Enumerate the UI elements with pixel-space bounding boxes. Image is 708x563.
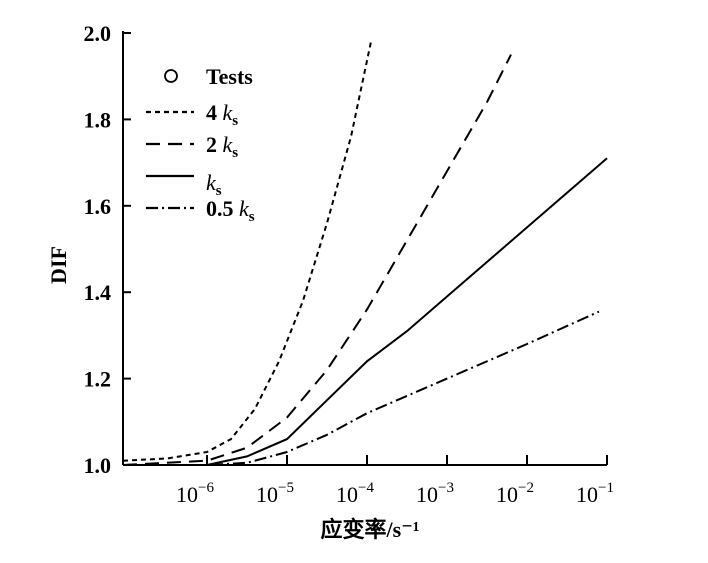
y-tick-label: 1.8	[84, 107, 112, 132]
x-tick-exponent: −2	[518, 480, 534, 496]
legend-num: 0.5	[206, 196, 239, 221]
x-tick-label: 10−3	[416, 480, 454, 507]
series-line-0	[122, 41, 372, 462]
legend-num: 2	[206, 132, 223, 157]
legend-tests-marker	[164, 69, 178, 83]
legend-k: k	[206, 170, 217, 195]
axes: 1.01.21.41.61.82.010−6 10−5 10−4 10−3 10−2 10…	[84, 21, 614, 507]
legend-num: 4	[206, 100, 223, 125]
series-line-3	[123, 310, 600, 466]
y-tick-label: 1.6	[84, 194, 112, 219]
y-axis-label: DIF	[46, 246, 71, 284]
y-tick-label: 1.4	[84, 280, 112, 305]
legend-sub: s	[216, 183, 222, 199]
x-tick-base: 10	[416, 482, 438, 507]
x-tick-base: 10	[256, 482, 278, 507]
legend-sub: s	[232, 113, 238, 129]
legend-k: k	[239, 196, 250, 221]
x-tick-exponent: −4	[358, 480, 374, 496]
y-tick-label: 2.0	[84, 21, 112, 46]
x-tick-label: 10−4	[336, 480, 374, 507]
x-tick-base: 10	[176, 482, 198, 507]
x-tick-base: 10	[576, 482, 598, 507]
legend-label-2: ks	[206, 170, 222, 199]
legend-sub: s	[249, 209, 255, 225]
x-axis-label: 应变率/s⁻¹	[321, 517, 420, 542]
x-tick-label: 10−1	[576, 480, 614, 507]
legend-k: k	[223, 132, 234, 157]
series-line-2	[123, 157, 608, 466]
legend-label-0: 4 ks	[206, 100, 238, 129]
x-tick-label: 10−2	[496, 480, 534, 507]
x-tick-exponent: −1	[598, 480, 614, 496]
x-tick-label: 10−5	[256, 480, 294, 507]
series-lines	[122, 41, 608, 466]
legend-label-1: 2 ks	[206, 132, 238, 161]
x-tick-label: 10−6	[176, 480, 214, 507]
x-tick-base: 10	[336, 482, 358, 507]
x-tick-exponent: −3	[438, 480, 454, 496]
y-tick-label: 1.2	[84, 367, 112, 392]
x-tick-exponent: −6	[198, 480, 214, 496]
legend-label-3: 0.5 ks	[206, 196, 255, 225]
x-tick-base: 10	[496, 482, 518, 507]
series-line-1	[122, 54, 512, 466]
y-tick-label: 1.0	[84, 453, 112, 478]
legend-k: k	[223, 100, 234, 125]
x-tick-exponent: −5	[278, 480, 294, 496]
legend-tests-label: Tests	[206, 64, 253, 89]
legend-sub: s	[232, 145, 238, 161]
